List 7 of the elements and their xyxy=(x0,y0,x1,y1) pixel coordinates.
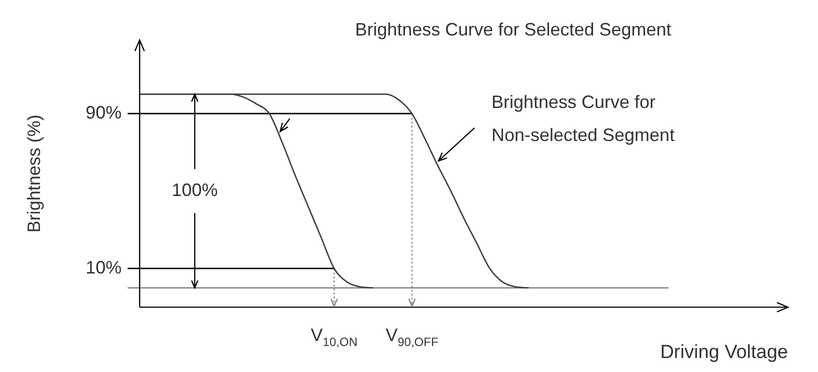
y-tick-label: 10% xyxy=(86,257,122,278)
x-axis-title: Driving Voltage xyxy=(660,342,788,363)
text: Brightness Curve for Selected Segment xyxy=(355,19,672,40)
annotation: Brightness Curve for Non-selected Segment xyxy=(491,92,675,145)
y-axis-title: Brightness (%) xyxy=(24,114,44,233)
annotation: 100% xyxy=(172,180,218,200)
y-tick-label: 90% xyxy=(86,102,122,123)
